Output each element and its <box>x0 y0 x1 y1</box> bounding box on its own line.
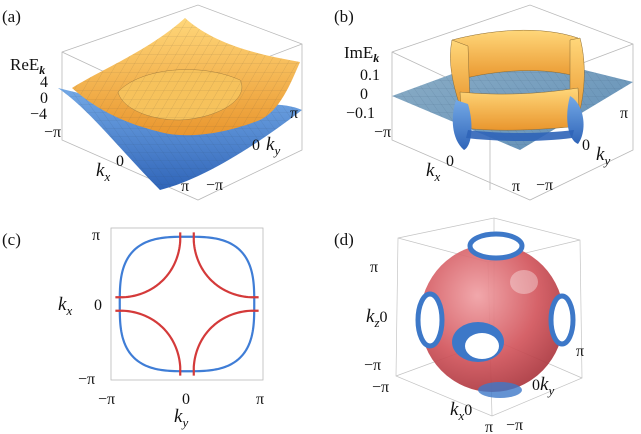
y-tick-a-2: 0 <box>252 137 260 154</box>
ring-top <box>467 231 525 261</box>
x-tick-d-3: π <box>485 419 493 434</box>
z-tick-d-3: −π <box>364 357 381 374</box>
contour-red-arc-1 <box>115 232 182 299</box>
x-tick-b-1: −π <box>374 124 391 141</box>
contour-layer <box>115 232 259 376</box>
panel-b: (b) ImEk 0.1 0 −0.1 −π 0 π kx π 0 −π ky <box>334 4 634 201</box>
y-tick-c-2: 0 <box>94 297 102 314</box>
y-tick-b-3: −π <box>536 177 553 194</box>
x-tick-a-3: π <box>181 178 189 195</box>
ridge-front <box>459 87 581 131</box>
panel-a: (a) ReEk 4 0 −4 −π 0 π kx π 0 −π ky <box>2 4 303 201</box>
surface-shell <box>420 244 564 392</box>
contour-blue-loop <box>118 235 256 373</box>
ridge-front-left-blue <box>452 100 472 150</box>
ring-right <box>548 293 576 347</box>
x-tick-c-1: −π <box>98 391 115 408</box>
y-tick-b-1: π <box>620 105 628 122</box>
x-tick-d-1: −π <box>372 379 389 396</box>
contour-red-arc-4 <box>192 309 259 376</box>
panel-label-b: (b) <box>334 7 354 26</box>
z-tick-a-2: 0 <box>40 90 48 107</box>
x-tick-c-2: 0 <box>182 391 190 408</box>
z-tick-a-1: 4 <box>40 74 48 91</box>
x-axis-label-b: kx <box>426 160 440 184</box>
ridge-front-bottom <box>466 130 574 141</box>
y-tick-d-3: −π <box>506 417 523 434</box>
y-tick-d-1: π <box>576 343 584 360</box>
z-tick-b-3: −0.1 <box>346 105 375 122</box>
contour-red-arc-2 <box>192 232 259 299</box>
y-tick-a-1: π <box>290 105 298 122</box>
panel-label-d: (d) <box>334 230 354 249</box>
x-tick-b-3: π <box>512 178 520 195</box>
x-axis-label-c: ky <box>174 406 188 430</box>
z-tick-b-2: 0 <box>360 86 368 103</box>
y-axis-label-c: kx <box>58 294 72 318</box>
x-tick-b-2: 0 <box>446 153 454 170</box>
x-tick-a-2: 0 <box>116 153 124 170</box>
z-axis-title-b: ImEk <box>344 43 379 65</box>
y-tick-c-3: −π <box>78 371 95 388</box>
z-tick-b-1: 0.1 <box>360 67 380 84</box>
z-tick-a-3: −4 <box>30 106 47 123</box>
surface-dome-mesh <box>118 69 242 120</box>
y-axis-label-a: ky <box>266 134 280 158</box>
y-tick-b-2: 0 <box>582 137 590 154</box>
z-axis-label-d: kz0 <box>366 306 388 330</box>
panel-c: (c) π 0 −π kx −π 0 π ky <box>2 227 264 430</box>
panel-label-a: (a) <box>2 7 21 26</box>
plot-frame-c <box>110 227 264 381</box>
panel-d: (d) π kz0 −π −π kx0 π π 0ky −π <box>334 217 584 434</box>
y-tick-c-1: π <box>92 227 100 244</box>
x-tick-a-1: −π <box>44 124 61 141</box>
ring-front-hole <box>465 333 499 359</box>
ring-bottom <box>478 382 522 398</box>
z-axis-title-a: ReEk <box>10 55 45 77</box>
highlight <box>510 270 538 294</box>
x-axis-label-d: kx0 <box>450 399 472 423</box>
y-axis-label-d: 0ky <box>532 374 554 398</box>
contour-red-arc-3 <box>115 309 182 376</box>
x-tick-c-3: π <box>256 391 264 408</box>
y-axis-label-b: ky <box>596 144 610 168</box>
panel-label-c: (c) <box>2 230 21 249</box>
x-axis-label-a: kx <box>96 160 110 184</box>
y-tick-a-3: −π <box>206 177 223 194</box>
z-tick-d-1: π <box>370 259 378 276</box>
ring-left <box>415 291 445 349</box>
